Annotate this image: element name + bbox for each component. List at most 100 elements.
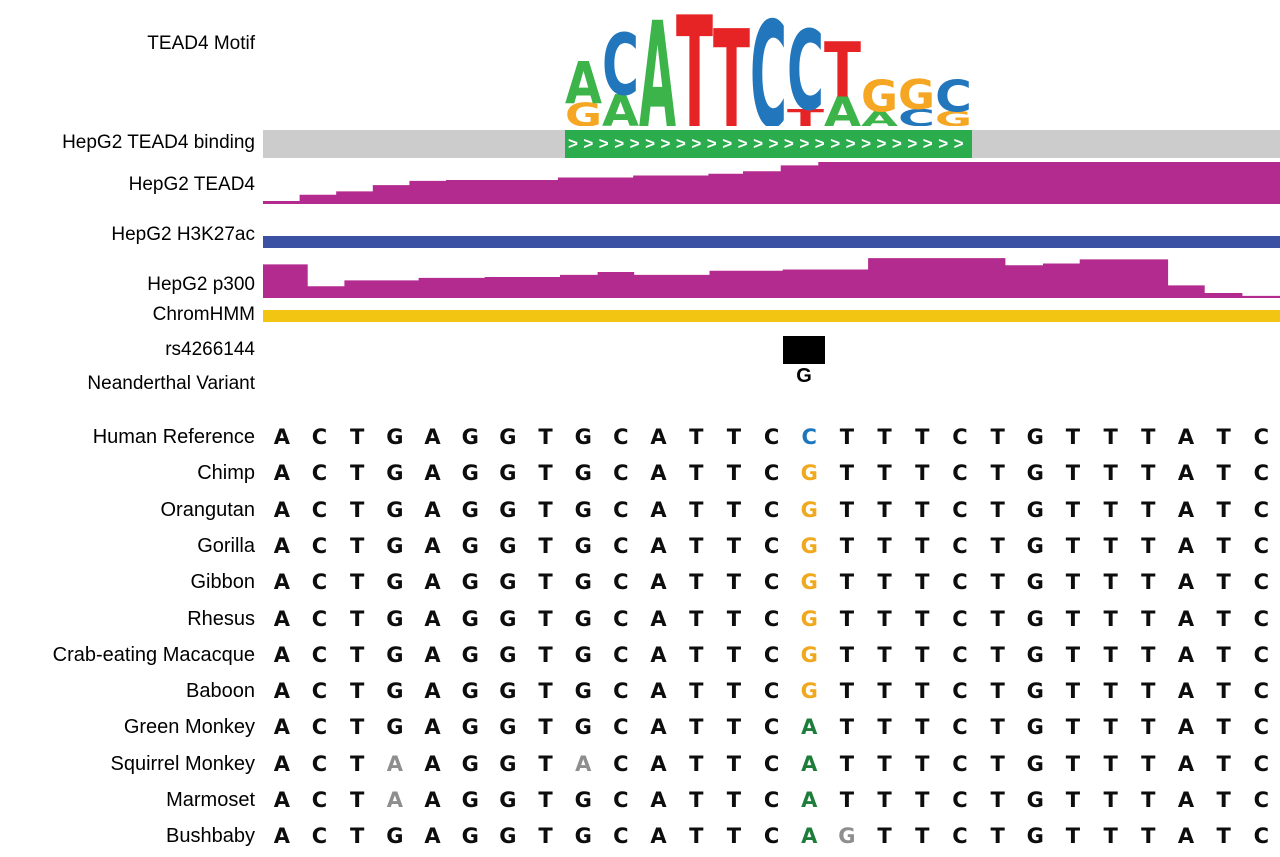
base-C: C <box>613 533 629 558</box>
base-T: T <box>538 788 553 812</box>
h3k27ac-track <box>263 236 1280 248</box>
base-G: G <box>574 533 592 558</box>
base-G: G <box>499 751 517 776</box>
base-C: C <box>763 461 780 486</box>
base-C: C <box>311 497 328 522</box>
track-label-h3k27ac: HepG2 H3K27ac <box>111 224 255 245</box>
base-C: C <box>952 606 968 631</box>
base-A: A <box>650 461 667 486</box>
base-T: T <box>1065 642 1081 667</box>
base-T: T <box>1065 751 1081 776</box>
base-T: T <box>538 751 553 776</box>
base-A: A <box>273 497 290 522</box>
base-T: T <box>1103 425 1118 449</box>
base-G: G <box>1026 497 1044 522</box>
base-T: T <box>990 642 1005 667</box>
alignment-row: Squirrel Monkey A C T A A G G T A C A T T C A T T T C T G T T T A… <box>0 749 1280 779</box>
alignment-row: Marmoset A C T A A G G T G C A T T C A T T T C T G T T T A T C <box>0 785 1280 815</box>
base-C: C <box>952 570 968 595</box>
base-C: C <box>763 570 780 595</box>
base-G: G <box>1026 642 1044 667</box>
base-T: T <box>990 425 1005 449</box>
base-T: T <box>1103 715 1118 740</box>
track-label-rsid: rs4266144 <box>165 339 255 360</box>
base-T: T <box>726 606 742 631</box>
base-T: T <box>538 606 553 631</box>
base-T: T <box>990 497 1005 522</box>
base-T: T <box>1216 570 1231 595</box>
alignment-row: Orangutan A C T G A G G T G C A T T C G T T T C T G T T T A T C <box>0 495 1280 525</box>
base-T: T <box>689 461 704 486</box>
base-T: T <box>350 497 365 522</box>
base-C: C <box>763 642 780 667</box>
base-T: T <box>1065 570 1081 595</box>
base-T: T <box>1141 533 1156 558</box>
base-A: A <box>273 461 290 486</box>
base-T: T <box>877 751 892 776</box>
base-T: T <box>1141 606 1156 631</box>
species-label: Baboon <box>186 680 255 703</box>
base-G: G <box>499 715 517 740</box>
base-T: T <box>689 497 704 522</box>
base-A: A <box>1177 824 1195 849</box>
signal-path <box>263 162 1280 204</box>
base-G: G <box>574 642 592 667</box>
base-T: T <box>1065 606 1081 631</box>
base-T: T <box>839 570 855 595</box>
base-T: T <box>726 642 742 667</box>
base-T: T <box>1103 461 1118 486</box>
base-G: G <box>386 715 404 740</box>
base-C: C <box>1253 788 1270 812</box>
logo-letter-C: C <box>787 8 824 126</box>
base-G: G <box>574 461 592 486</box>
base-G: G <box>1026 425 1044 449</box>
base-T: T <box>538 642 553 667</box>
base-T: T <box>1103 824 1118 849</box>
base-A: A <box>424 533 441 558</box>
base-G: G <box>386 824 404 849</box>
base-C: C <box>613 497 629 522</box>
base-T: T <box>839 461 855 486</box>
base-G: G <box>461 679 479 704</box>
base-T: T <box>1216 679 1231 704</box>
base-C: C <box>952 788 968 812</box>
base-G: G <box>800 497 818 522</box>
base-T: T <box>726 751 742 776</box>
base-C: C <box>763 497 780 522</box>
base-T: T <box>1103 533 1118 558</box>
alignment-row: Gibbon A C T G A G G T G C A T T C G T T T C T G T T T A T C <box>0 567 1280 597</box>
base-T: T <box>726 715 742 740</box>
base-T: T <box>1065 679 1081 704</box>
species-label: Orangutan <box>160 498 255 521</box>
base-A: A <box>424 715 441 740</box>
base-T: T <box>915 715 930 740</box>
base-A: A <box>575 751 592 776</box>
species-label: Crab-eating Macacque <box>52 643 255 666</box>
base-C: C <box>613 715 629 740</box>
base-T: T <box>726 461 742 486</box>
base-C: C <box>952 751 968 776</box>
base-G: G <box>461 715 479 740</box>
species-label: Chimp <box>197 462 255 485</box>
base-C: C <box>311 679 328 704</box>
base-G: G <box>1026 533 1044 558</box>
base-T: T <box>689 425 704 449</box>
base-A: A <box>1177 461 1195 486</box>
base-C: C <box>952 715 968 740</box>
base-C: C <box>1253 715 1270 740</box>
base-G: G <box>461 824 479 849</box>
base-G: G <box>386 497 404 522</box>
base-T: T <box>726 570 742 595</box>
base-T: T <box>839 425 855 449</box>
base-C: C <box>952 425 968 449</box>
base-T: T <box>990 824 1005 849</box>
base-T: T <box>726 533 742 558</box>
base-T: T <box>877 606 892 631</box>
track-label-chromhmm: ChromHMM <box>152 304 255 325</box>
base-A: A <box>1177 570 1195 595</box>
base-C: C <box>613 824 629 849</box>
base-T: T <box>1065 533 1081 558</box>
base-G: G <box>461 570 479 595</box>
